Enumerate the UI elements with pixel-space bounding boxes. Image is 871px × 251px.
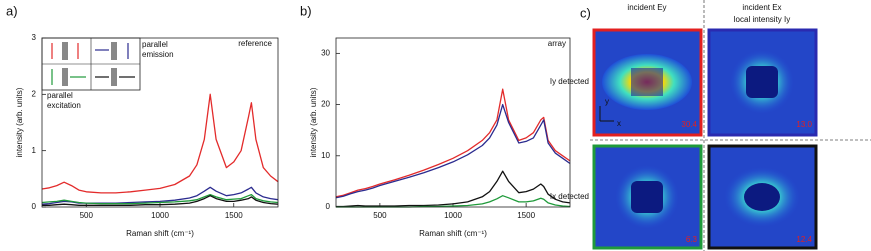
x-tick-label: 500 [80, 211, 94, 220]
y-axis-label: intensity (arb. units) [309, 87, 318, 157]
series-line [42, 195, 279, 206]
y-tick-label: 1 [32, 146, 37, 155]
max-value: 30.4 [681, 120, 697, 129]
column-label: incident Ey [627, 3, 666, 12]
series-line [335, 103, 571, 199]
x-tick-label: 1000 [151, 211, 169, 220]
axes-icon [599, 106, 614, 122]
y-tick-label: 3 [32, 33, 37, 42]
field-map [707, 28, 818, 137]
panel-label: c) [580, 5, 591, 20]
annotation: parallel [47, 91, 73, 100]
row-label: Iy detected [550, 77, 589, 86]
subtitle: local intensity Iy [734, 15, 790, 24]
x-tick-label: 500 [373, 211, 387, 220]
y-tick-label: 2 [32, 89, 37, 98]
x-axis-label: Raman shift (cm⁻¹) [419, 229, 487, 238]
plot-frame [335, 37, 571, 208]
axis-letter: x [617, 119, 621, 128]
annotation: reference [238, 39, 272, 48]
series-line [41, 93, 279, 194]
panel-label: b) [300, 3, 312, 18]
y-axis-label: intensity (arb. units) [15, 87, 24, 157]
field-map [592, 144, 703, 250]
y-tick-label: 20 [321, 100, 330, 109]
inset-legend [41, 37, 141, 91]
max-value: 13.0 [796, 120, 812, 129]
field-map [707, 144, 818, 250]
x-tick-label: 1000 [444, 211, 462, 220]
axis-letter: y [605, 97, 609, 106]
field-map [592, 28, 703, 137]
x-axis-label: Raman shift (cm⁻¹) [126, 229, 194, 238]
y-tick-label: 30 [321, 48, 330, 57]
y-tick-label: 0 [326, 202, 331, 211]
series-line [41, 193, 279, 205]
max-value: 6.3 [686, 235, 698, 244]
x-tick-label: 1500 [517, 211, 535, 220]
plot-frame [41, 37, 279, 208]
max-value: 12.4 [796, 235, 812, 244]
annotation: excitation [47, 101, 81, 110]
x-tick-label: 1500 [225, 211, 243, 220]
annotation: emission [142, 50, 174, 59]
y-tick-label: 10 [321, 151, 330, 160]
series-line [335, 88, 571, 198]
panel-label: a) [6, 3, 18, 18]
column-label: incident Ex [742, 3, 781, 12]
series-line [336, 170, 571, 208]
row-label: Ix detected [550, 192, 589, 201]
annotation: array [548, 39, 566, 48]
y-tick-label: 0 [32, 202, 37, 211]
annotation: parallel [142, 40, 168, 49]
